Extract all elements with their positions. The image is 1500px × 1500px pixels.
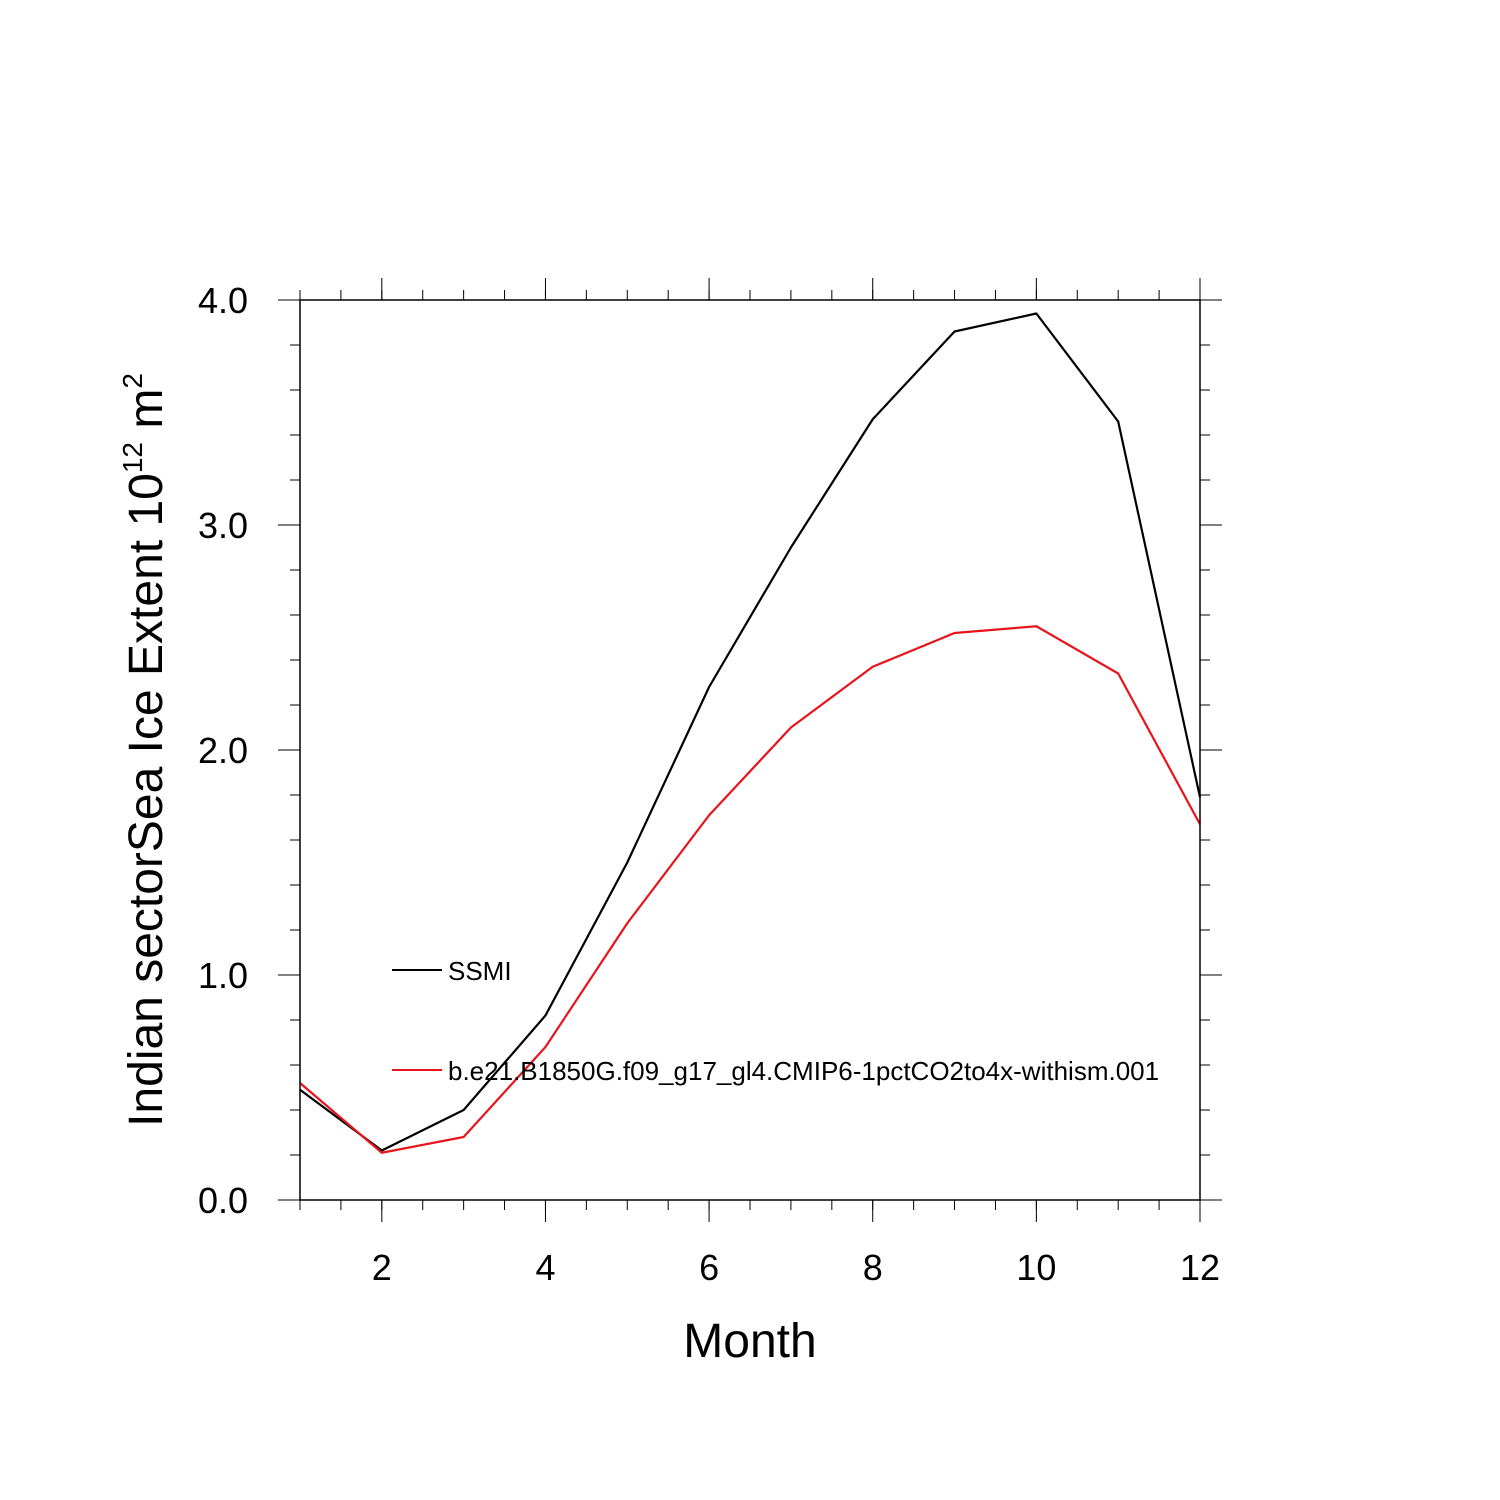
y-tick-label: 4.0 [198,280,248,321]
legend: SSMI b.e21.B1850G.f09_g17_gl4.CMIP6-1pct… [392,956,1159,1086]
y-axis-title: Indian sectorSea Ice Extent 1012 m2 [117,373,173,1127]
x-tick-label: 6 [699,1247,719,1288]
x-tick-label: 10 [1016,1247,1056,1288]
x-tick-label: 12 [1180,1247,1220,1288]
plot-frame [299,299,1201,1201]
y-tick-label: 1.0 [198,955,248,996]
lines-layer [299,312,1202,1154]
y-tick-label: 3.0 [198,505,248,546]
x-tick-label: 4 [535,1247,555,1288]
y-axis-title-unit: m [120,389,173,442]
ticks-layer [278,278,1222,1222]
y-axis-title-main: Indian sectorSea Ice Extent 10 [120,473,173,1127]
x-tick-label: 2 [372,1247,392,1288]
x-axis-title: Month [683,1315,816,1368]
y-axis-title-unit-exponent: 2 [117,373,148,389]
labels-layer: 2 4 6 8 10 12 0.0 1.0 2.0 3.0 4.0 [198,280,1220,1288]
legend-label-ssmi: SSMI [448,956,512,986]
y-axis-title-exponent: 12 [117,442,148,473]
y-tick-label: 2.0 [198,730,248,771]
x-tick-label: 8 [863,1247,883,1288]
y-tick-label: 0.0 [198,1180,248,1221]
legend-label-model: b.e21.B1850G.f09_g17_gl4.CMIP6-1pctCO2to… [448,1056,1159,1086]
series-line-model [299,625,1201,1154]
series-line-ssmi [299,312,1202,1152]
